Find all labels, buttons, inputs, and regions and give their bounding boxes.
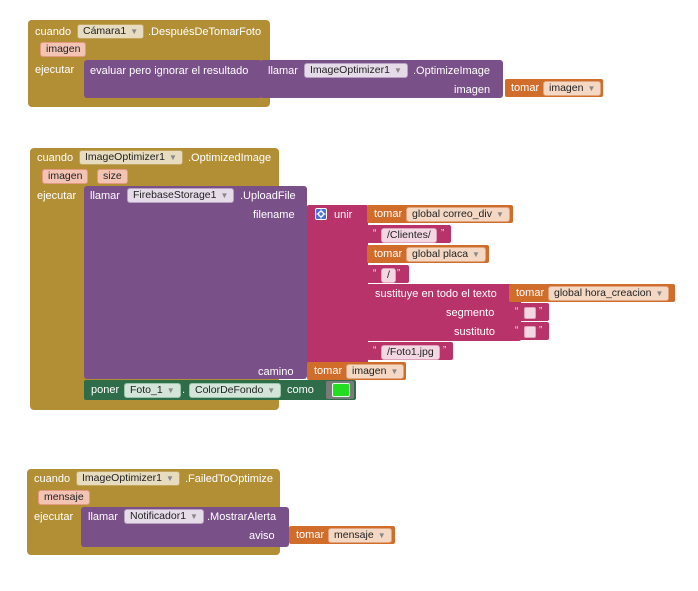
component-dropdown[interactable]: ImageOptimizer1 ▼ (76, 471, 180, 486)
method-name: .OptimizeImage (413, 65, 491, 77)
quote-close: ” (397, 268, 401, 279)
chevron-down-icon: ▼ (130, 27, 139, 36)
event-name: .DespuésDeTomarFoto (148, 26, 262, 38)
event-keyword: cuando (34, 473, 71, 485)
argument-label-filename: filename (253, 209, 295, 221)
method-name: .MostrarAlerta (207, 511, 277, 523)
chevron-down-icon: ▼ (220, 191, 229, 200)
get-keyword: tomar (511, 82, 540, 94)
call-upload-file-block[interactable] (84, 186, 307, 379)
get-keyword: tomar (296, 529, 325, 541)
get-keyword: tomar (314, 365, 343, 377)
quote-open: “ (373, 228, 377, 239)
chevron-down-icon: ▼ (655, 289, 664, 298)
chevron-down-icon: ▼ (377, 531, 386, 540)
variable-dropdown[interactable]: imagen ▼ (543, 81, 602, 96)
argument-label-path: camino (258, 366, 294, 378)
quote-open: “ (373, 345, 377, 356)
quote-open: “ (373, 268, 377, 279)
do-label: ejecutar (34, 511, 74, 523)
component-dropdown[interactable]: FirebaseStorage1 ▼ (127, 188, 235, 203)
component-dropdown[interactable]: ImageOptimizer1 ▼ (79, 150, 183, 165)
property-dot: . (182, 384, 186, 396)
text-value[interactable]: /Clientes/ (381, 228, 437, 243)
evaluate-ignore-block[interactable] (84, 60, 262, 98)
gear-icon[interactable] (315, 208, 327, 220)
quote-open: “ (515, 306, 519, 317)
get-keyword: tomar (374, 248, 403, 260)
event-name: .FailedToOptimize (185, 473, 274, 485)
quote-close: ” (539, 306, 543, 317)
event-parameter-size[interactable]: size (97, 169, 128, 184)
color-swatch[interactable] (332, 383, 350, 397)
quote-close: ” (441, 228, 445, 239)
variable-dropdown[interactable]: global correo_div ▼ (406, 207, 510, 222)
get-keyword: tomar (374, 208, 403, 220)
variable-dropdown[interactable]: imagen ▼ (346, 364, 405, 379)
chevron-down-icon: ▼ (495, 210, 504, 219)
set-keyword: poner (91, 384, 120, 396)
chevron-down-icon: ▼ (190, 512, 198, 521)
empty-text-value[interactable] (524, 307, 536, 319)
event-name: .OptimizedImage (188, 152, 272, 164)
as-keyword: como (287, 384, 314, 396)
call-keyword: llamar (90, 190, 120, 202)
quote-close: ” (443, 345, 447, 356)
join-keyword: unir (334, 209, 353, 221)
text-value[interactable]: /Foto1.jpg (381, 345, 440, 360)
property-dropdown[interactable]: ColorDeFondo ▼ (189, 383, 282, 398)
component-dropdown[interactable]: Foto_1 ▼ (124, 383, 181, 398)
chevron-down-icon: ▼ (390, 367, 399, 376)
chevron-down-icon: ▼ (472, 250, 480, 259)
event-keyword: cuando (35, 26, 72, 38)
event-parameter-imagen[interactable]: imagen (42, 169, 89, 184)
call-keyword: llamar (88, 511, 118, 523)
chevron-down-icon: ▼ (587, 84, 596, 93)
join-text-block[interactable] (307, 205, 368, 365)
method-name: .UploadFile (240, 190, 296, 202)
replace-all-label: sustituye en todo el texto (375, 288, 497, 300)
quote-open: “ (515, 325, 519, 336)
text-value[interactable]: / (381, 268, 396, 283)
call-keyword: llamar (268, 65, 298, 77)
replace-all-block[interactable] (367, 284, 521, 341)
argument-label: aviso (249, 530, 275, 542)
empty-text-value[interactable] (524, 326, 536, 338)
chevron-down-icon: ▼ (165, 474, 174, 483)
component-dropdown[interactable]: Cámara1 ▼ (77, 24, 145, 39)
chevron-down-icon: ▼ (168, 153, 177, 162)
argument-label: imagen (454, 84, 491, 96)
variable-dropdown[interactable]: global hora_creacion ▼ (548, 286, 670, 301)
do-label: ejecutar (37, 190, 77, 202)
do-label: ejecutar (35, 64, 75, 76)
chevron-down-icon: ▼ (166, 386, 175, 395)
component-dropdown[interactable]: Notificador1 ▼ (124, 509, 204, 524)
event-keyword: cuando (37, 152, 74, 164)
segment-label: segmento (446, 307, 495, 319)
evaluate-ignore-label: evaluar pero ignorar el resultado (90, 65, 249, 77)
component-dropdown[interactable]: ImageOptimizer1 ▼ (304, 63, 408, 78)
variable-dropdown[interactable]: global placa ▼ (406, 247, 486, 262)
event-parameter-mensaje[interactable]: mensaje (38, 490, 90, 505)
chevron-down-icon: ▼ (267, 386, 276, 395)
quote-close: ” (539, 325, 543, 336)
replacement-label: sustituto (454, 326, 495, 338)
get-keyword: tomar (516, 287, 545, 299)
event-parameter-imagen[interactable]: imagen (40, 42, 87, 57)
variable-dropdown[interactable]: mensaje ▼ (328, 528, 392, 543)
chevron-down-icon: ▼ (393, 66, 402, 75)
